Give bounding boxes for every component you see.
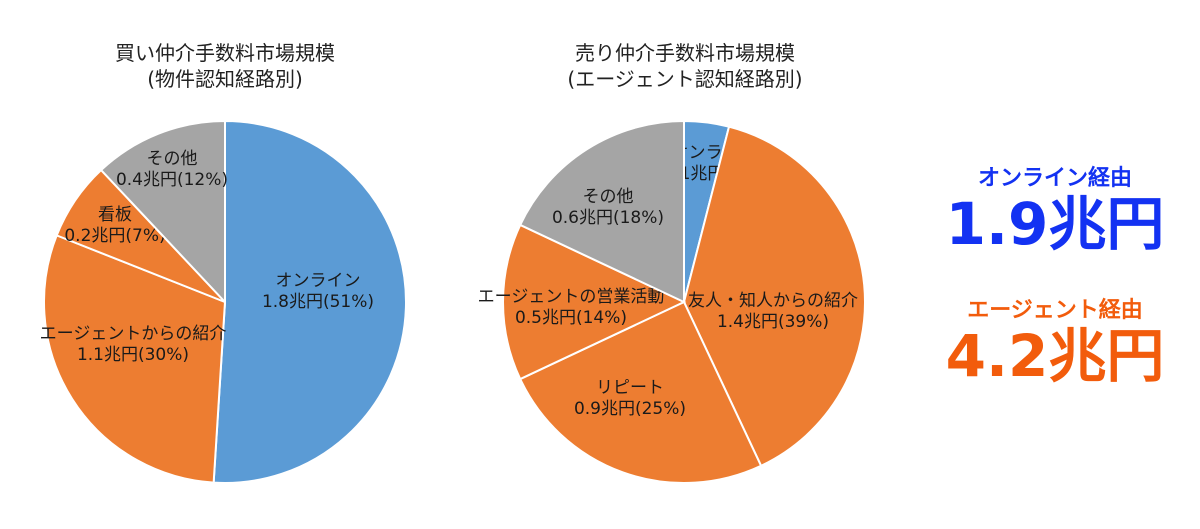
summary-agent-value: 4.2兆円 xyxy=(945,322,1165,390)
pie-slice xyxy=(682,125,866,468)
slice-label-name: 友人・知人からの紹介 xyxy=(688,291,858,311)
slice-label-value: 0.2兆円(7%) xyxy=(64,226,165,246)
slice-label: 友人・知人からの紹介 1.4兆円(39%) xyxy=(688,291,858,332)
chart-title-sell-sub: (エージェント認知経路別) xyxy=(567,67,803,91)
slice-label-value: 1.8兆円(51%) xyxy=(262,292,374,312)
slice-label: リピート 0.9兆円(25%) xyxy=(574,378,686,419)
slice-label-name: その他 xyxy=(147,149,198,169)
summary-online-label: オンライン経由 xyxy=(977,166,1132,191)
pie-slice xyxy=(212,119,407,484)
pie-slice xyxy=(518,300,763,484)
slice-label: エージェントの営業活動 0.5兆円(14%) xyxy=(478,287,665,328)
slice-label-value: 0.6兆円(18%) xyxy=(552,208,664,228)
chart-title-buy-sub: (物件認知経路別) xyxy=(147,67,303,91)
pie-slice xyxy=(502,223,687,381)
summary-online: オンライン経由 1.9兆円 xyxy=(930,160,1180,256)
chart-title-buy: 買い仲介手数料市場規模 (物件認知経路別) xyxy=(60,40,390,92)
slice-label-name: エージェントの営業活動 xyxy=(478,287,665,307)
summary-agent: エージェント経由 4.2兆円 xyxy=(930,292,1180,388)
pie-slice xyxy=(43,234,227,484)
slice-label-value: 0.4兆円(12%) xyxy=(116,170,228,190)
slice-label-name: その他 xyxy=(583,187,634,207)
chart-title-buy-main: 買い仲介手数料市場規模 xyxy=(115,41,335,65)
slice-label-value: 1.1兆円(30%) xyxy=(77,345,189,365)
slice-label: 看板 0.2兆円(7%) xyxy=(64,205,165,246)
slice-label: エージェントからの紹介 1.1兆円(30%) xyxy=(40,324,227,365)
slice-label: その他 0.6兆円(18%) xyxy=(552,187,664,228)
slice-label-name: エージェントからの紹介 xyxy=(40,324,227,344)
summary-agent-label: エージェント経由 xyxy=(967,298,1143,323)
slice-label-name: 看板 xyxy=(98,205,132,225)
slice-label-name: リピート xyxy=(596,378,664,398)
slice-label-value: 0.5兆円(14%) xyxy=(515,308,627,328)
pie-slice xyxy=(99,119,226,305)
slice-label-name: オンライン xyxy=(276,271,361,291)
chart-title-sell-main: 売り仲介手数料市場規模 xyxy=(575,41,795,65)
slice-label: その他 0.4兆円(12%) xyxy=(116,149,228,190)
pie-slice xyxy=(518,119,685,304)
slice-label-value: 0.9兆円(25%) xyxy=(574,399,686,419)
slice-label: オンライン 1.8兆円(51%) xyxy=(262,271,374,312)
chart-title-sell: 売り仲介手数料市場規模 (エージェント認知経路別) xyxy=(510,40,860,92)
summary-online-value: 1.9兆円 xyxy=(945,190,1165,258)
slice-label-value: 1.4兆円(39%) xyxy=(717,312,829,332)
